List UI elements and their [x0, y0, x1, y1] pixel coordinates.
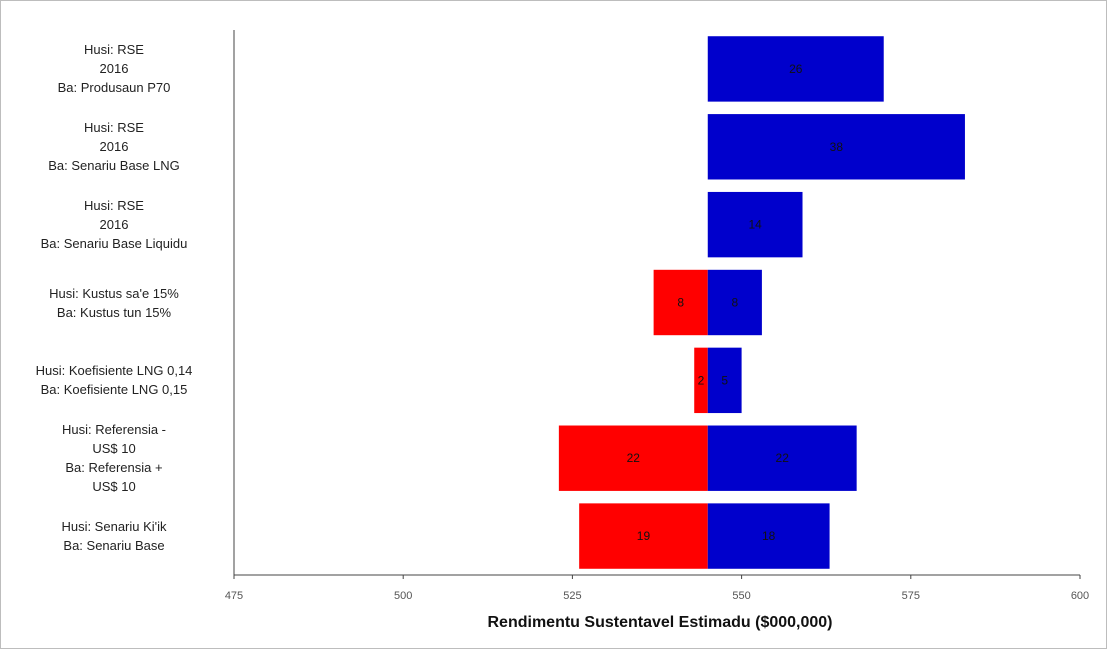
bar-high-4	[707, 347, 742, 414]
category-label-5: Husi: Referensia - US$ 10 Ba: Referensia…	[61, 422, 167, 495]
x-tick-label-5: 600	[1071, 590, 1089, 602]
bar-value-label-high-6: 18	[762, 529, 776, 543]
bar-value-label-low-5: 22	[627, 451, 641, 465]
bar-high-6	[707, 503, 830, 569]
category-label-1: Husi: RSE 2016 Ba: Senariu Base LNG	[48, 120, 180, 174]
bar-value-label-low-3: 8	[677, 296, 684, 310]
bar-value-label-low-4: 2	[698, 373, 705, 387]
bar-high-5	[707, 425, 857, 491]
bar-value-label-high-3: 8	[731, 296, 738, 310]
bars-group	[558, 36, 965, 569]
bar-high-3	[707, 269, 762, 336]
bar-value-label-high-2: 14	[748, 218, 762, 232]
bar-labels-group: 26 38 14 8 8 2 5 22 22 19 18	[627, 62, 844, 543]
x-tick-label-0: 475	[225, 590, 243, 602]
bar-high-0	[707, 36, 884, 102]
bar-low-6	[579, 503, 708, 569]
category-label-2: Husi: RSE 2016 Ba: Senariu Base Liquidu	[40, 198, 188, 252]
x-tick-label-1: 500	[394, 590, 412, 602]
bar-value-label-high-1: 38	[830, 140, 844, 154]
bar-low-5	[558, 425, 708, 491]
x-tick-label-3: 550	[732, 590, 750, 602]
category-label-0: Husi: RSE 2016 Ba: Produsaun P70	[57, 42, 171, 96]
bar-low-3	[653, 269, 708, 336]
category-label-3: Husi: Kustus sa'e 15% Ba: Kustus tun 15%	[49, 285, 179, 320]
bar-value-label-low-6: 19	[637, 529, 651, 543]
bar-value-label-high-0: 26	[789, 62, 803, 76]
x-tick-label-4: 575	[902, 590, 920, 602]
bar-high-1	[707, 114, 965, 180]
bar-value-label-high-5: 22	[776, 451, 790, 465]
axes-group: 475 500 525 550 575 600	[225, 30, 1089, 602]
bar-value-label-high-4: 5	[721, 373, 728, 387]
x-axis-title: Rendimentu Sustentavel Estimadu ($000,00…	[488, 614, 833, 631]
bar-low-4	[694, 347, 708, 414]
bar-high-2	[707, 191, 803, 258]
x-tick-label-2: 525	[563, 590, 581, 602]
category-label-4: Husi: Koefisiente LNG 0,14 Ba: Koefisien…	[35, 363, 193, 398]
category-label-6: Husi: Senariu Ki'ik Ba: Senariu Base	[61, 519, 167, 554]
